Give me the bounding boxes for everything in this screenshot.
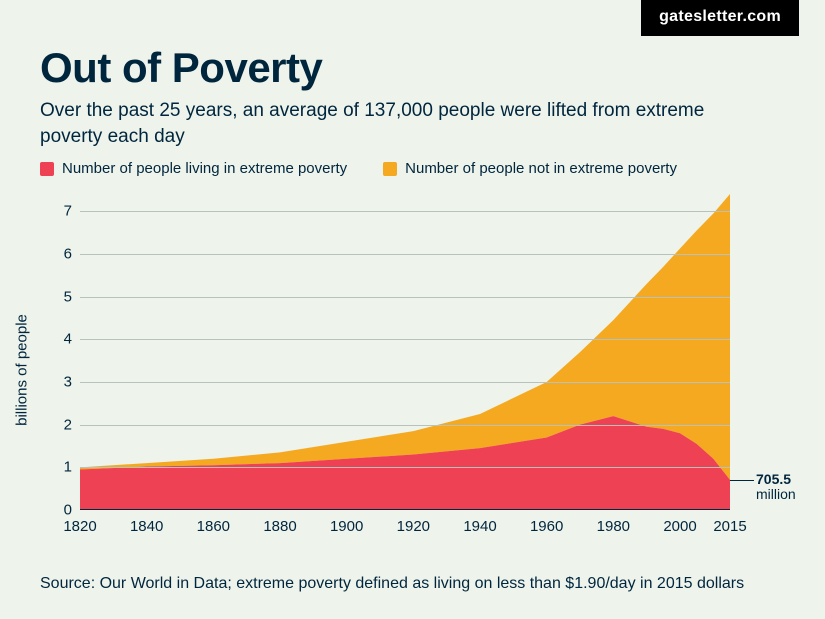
x-tick-label: 1960: [530, 518, 563, 535]
y-tick-label: 4: [64, 331, 72, 348]
y-tick-label: 1: [64, 459, 72, 476]
x-tick-label: 1860: [197, 518, 230, 535]
gridline: [80, 211, 730, 212]
legend-label-poverty: Number of people living in extreme pover…: [62, 160, 347, 177]
y-tick-label: 3: [64, 374, 72, 391]
legend: Number of people living in extreme pover…: [40, 160, 677, 177]
x-tick-label: 1840: [130, 518, 163, 535]
y-tick-label: 5: [64, 288, 72, 305]
x-tick-label: 1820: [63, 518, 96, 535]
legend-item-poverty: Number of people living in extreme pover…: [40, 160, 347, 177]
gridline: [80, 297, 730, 298]
chart: billions of people 012345671820184018601…: [30, 190, 790, 550]
source-badge: gatesletter.com: [641, 0, 799, 36]
y-axis-label: billions of people: [14, 314, 31, 426]
page-title: Out of Poverty: [40, 44, 322, 92]
y-tick-label: 7: [64, 203, 72, 220]
x-tick-label: 2015: [713, 518, 746, 535]
gridline: [80, 339, 730, 340]
x-tick-label: 1900: [330, 518, 363, 535]
y-tick-label: 0: [64, 502, 72, 519]
source-text: Source: Our World in Data; extreme pover…: [40, 575, 744, 593]
x-axis: [80, 509, 730, 510]
x-tick-label: 1940: [463, 518, 496, 535]
gridline: [80, 425, 730, 426]
callout-line: [730, 480, 754, 481]
x-tick-label: 1980: [597, 518, 630, 535]
legend-item-not-poverty: Number of people not in extreme poverty: [383, 160, 677, 177]
stacked-areas: [80, 190, 730, 510]
y-tick-label: 6: [64, 246, 72, 263]
x-tick-label: 1880: [263, 518, 296, 535]
subtitle: Over the past 25 years, an average of 13…: [40, 98, 740, 149]
gridline: [80, 382, 730, 383]
legend-label-not-poverty: Number of people not in extreme poverty: [405, 160, 677, 177]
gridline: [80, 467, 730, 468]
plot-area: 0123456718201840186018801900192019401960…: [80, 190, 730, 510]
swatch-not-poverty: [383, 162, 397, 176]
swatch-poverty: [40, 162, 54, 176]
gridline: [80, 254, 730, 255]
x-tick-label: 2000: [663, 518, 696, 535]
x-tick-label: 1920: [397, 518, 430, 535]
callout-label: 705.5million: [756, 472, 796, 503]
y-tick-label: 2: [64, 416, 72, 433]
